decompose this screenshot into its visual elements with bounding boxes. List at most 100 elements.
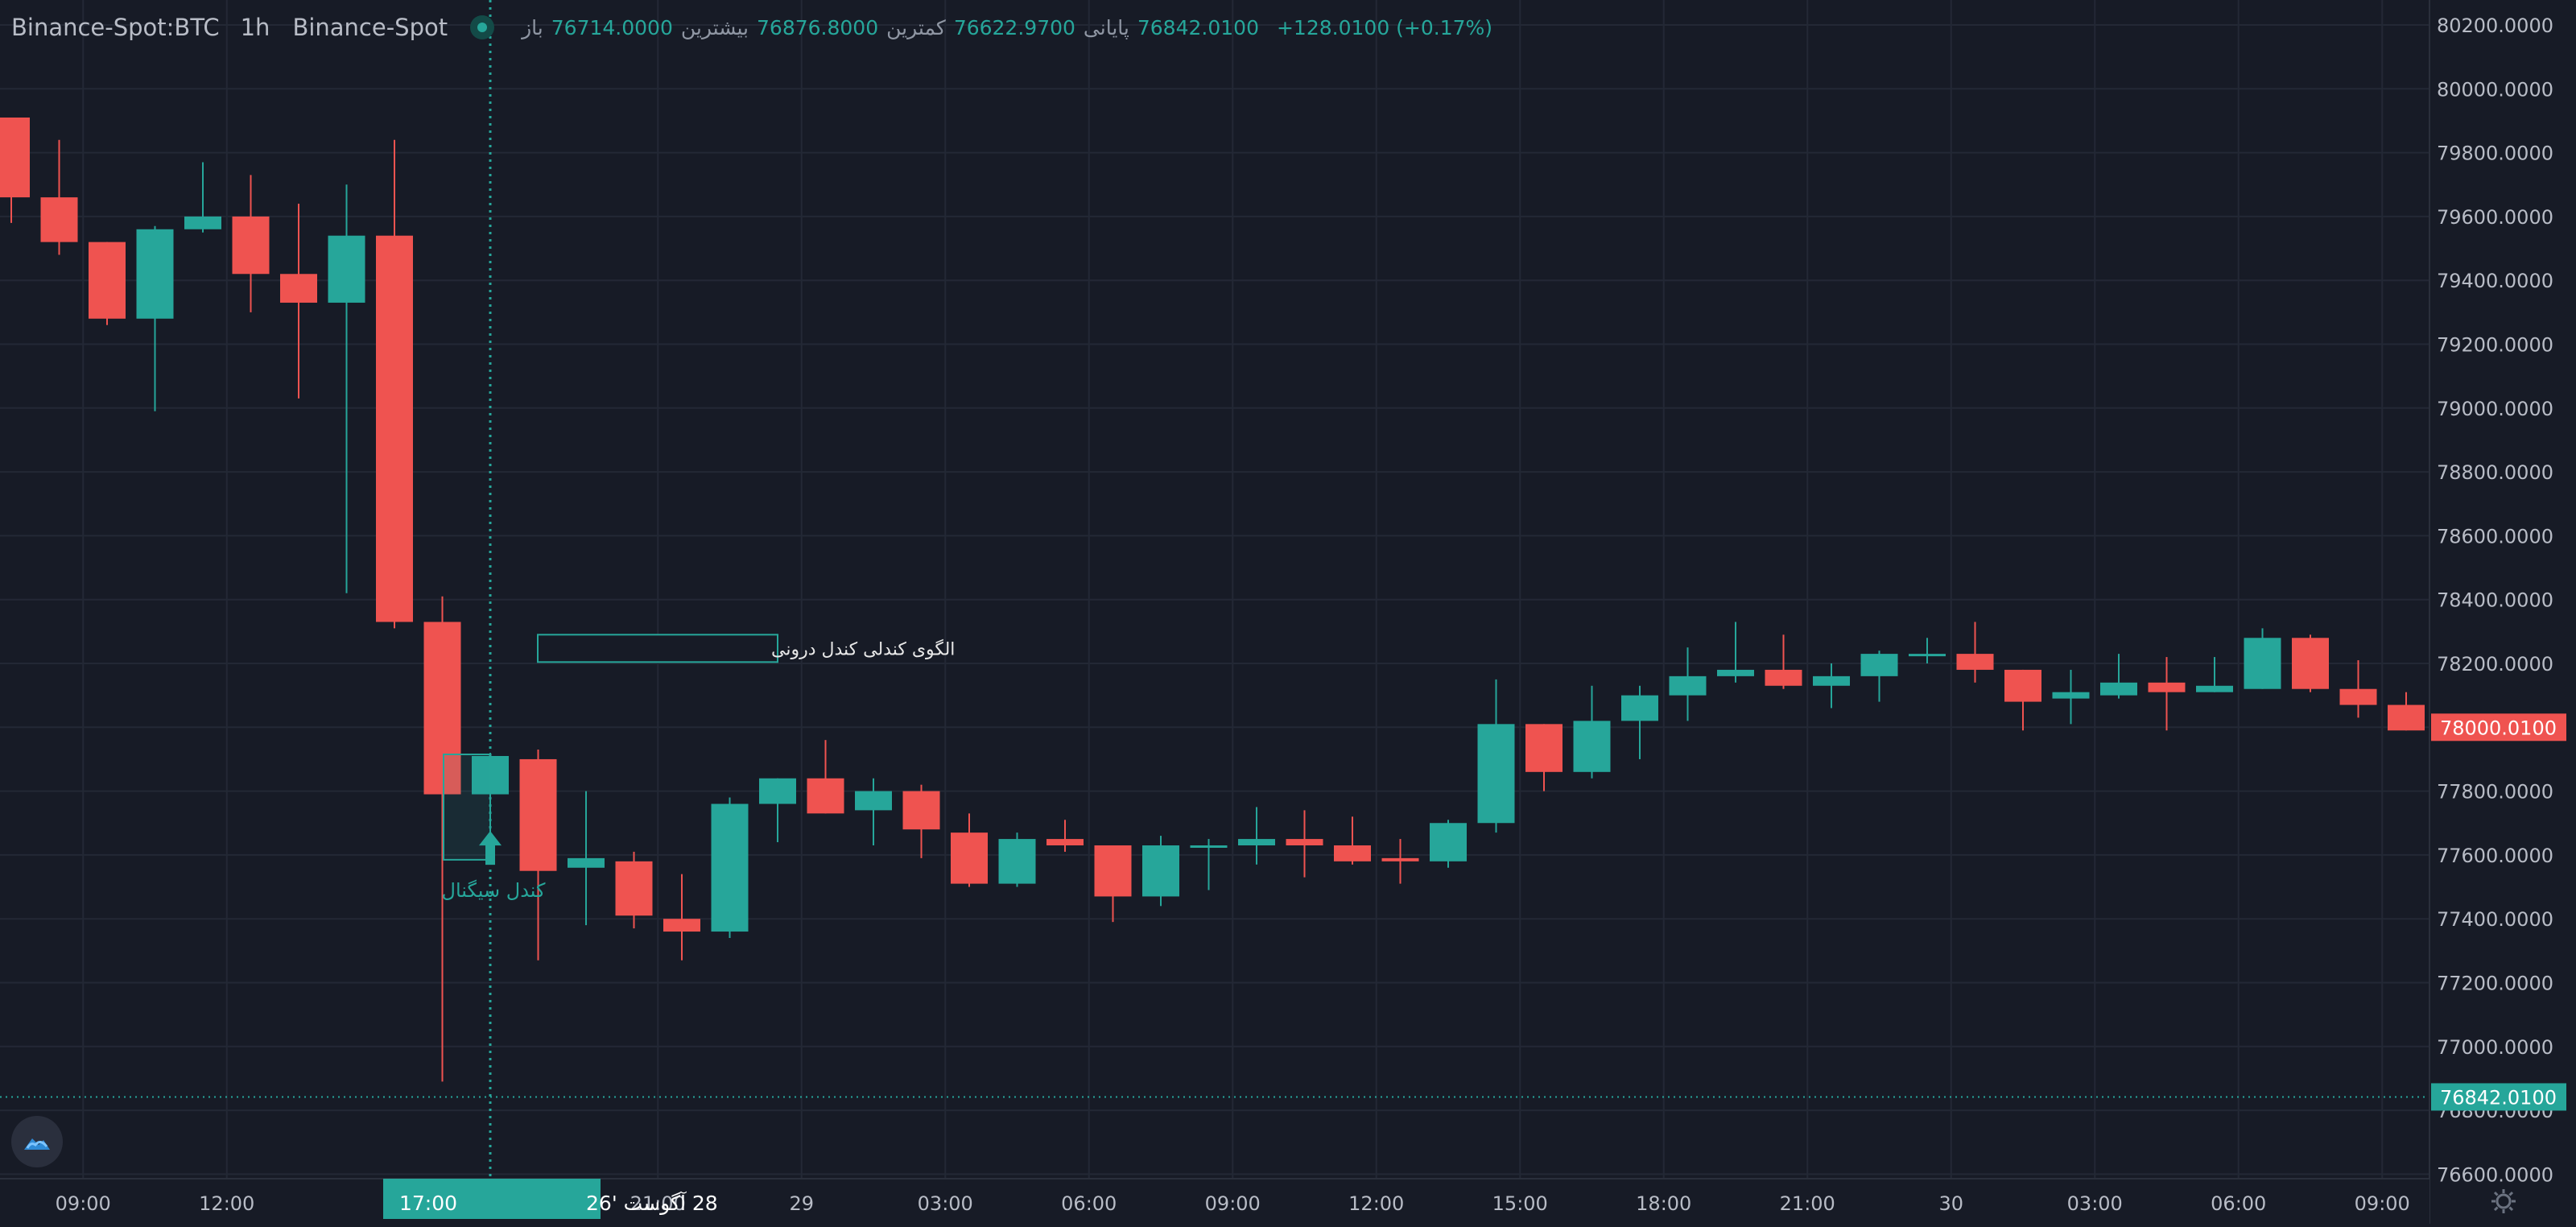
candle[interactable]: [2100, 682, 2137, 696]
candle[interactable]: [663, 919, 700, 932]
candle[interactable]: [2148, 682, 2186, 692]
price-tick-label: 79400.0000: [2437, 270, 2553, 292]
price-tick-label: 78200.0000: [2437, 653, 2553, 675]
pattern-label-box: [537, 634, 778, 663]
candle[interactable]: [2052, 692, 2090, 699]
time-tick-label: 06:00: [1061, 1192, 1117, 1215]
market-status-icon: [470, 15, 495, 39]
price-tick-label: 78400.0000: [2437, 589, 2553, 612]
candle[interactable]: [855, 791, 892, 811]
time-tick-label: 29: [789, 1192, 814, 1215]
symbol-label[interactable]: Binance-Spot:BTC: [11, 14, 220, 41]
candle[interactable]: [328, 235, 365, 303]
candle[interactable]: [1573, 721, 1611, 772]
candle[interactable]: [1286, 839, 1323, 846]
candle[interactable]: [711, 804, 749, 932]
candle[interactable]: [902, 791, 940, 830]
candle[interactable]: [2196, 685, 2233, 692]
time-tick-label: 18:00: [1636, 1192, 1691, 1215]
candle[interactable]: [40, 197, 78, 242]
price-tick-label: 76600.0000: [2437, 1163, 2553, 1186]
time-tick-label: 15:00: [1492, 1192, 1548, 1215]
candle[interactable]: [1765, 669, 1802, 686]
candle[interactable]: [423, 622, 461, 795]
candle[interactable]: [232, 216, 270, 275]
open-label: باز: [522, 15, 543, 39]
candle[interactable]: [376, 235, 413, 622]
candle[interactable]: [1525, 724, 1563, 772]
time-tick-label: 03:00: [2067, 1192, 2123, 1215]
candle[interactable]: [2004, 669, 2041, 702]
candle[interactable]: [951, 832, 988, 884]
candle[interactable]: [1669, 675, 1707, 696]
low-value: 76622.9700: [953, 15, 1075, 39]
candle[interactable]: [184, 216, 221, 229]
candle[interactable]: [615, 861, 653, 916]
candle[interactable]: [1477, 724, 1515, 824]
candle[interactable]: [998, 839, 1036, 884]
marker-price-tag: [2431, 1083, 2566, 1111]
candle[interactable]: [568, 857, 605, 868]
candle[interactable]: [1430, 823, 1467, 861]
candle[interactable]: [1909, 654, 1946, 657]
candle[interactable]: [1046, 839, 1084, 846]
last-price-tag: [2431, 713, 2566, 742]
price-tick-label: 77000.0000: [2437, 1036, 2553, 1059]
candle[interactable]: [1813, 675, 1850, 686]
price-tick-label: 78800.0000: [2437, 461, 2553, 484]
candle[interactable]: [1190, 845, 1228, 849]
candle[interactable]: [1621, 695, 1658, 721]
candle[interactable]: [0, 117, 30, 198]
price-tick-label: 80200.0000: [2437, 14, 2553, 37]
candle[interactable]: [1717, 669, 1754, 676]
candle[interactable]: [2339, 688, 2377, 705]
candle[interactable]: [1142, 845, 1179, 897]
price-tick-label: 77600.0000: [2437, 845, 2553, 867]
price-tick-label: 77800.0000: [2437, 781, 2553, 804]
time-tick-label: 09:00: [56, 1192, 111, 1215]
candle[interactable]: [2292, 638, 2329, 689]
timeframe-label[interactable]: 1h: [240, 14, 270, 41]
change-value: +128.0100 (+0.17%): [1276, 15, 1493, 39]
price-tick-label: 77400.0000: [2437, 908, 2553, 931]
price-tick-label: 79200.0000: [2437, 334, 2553, 357]
candle[interactable]: [1956, 654, 1994, 670]
time-tick-label: 03:00: [918, 1192, 973, 1215]
time-tick-label: 09:00: [2355, 1192, 2410, 1215]
close-label: پایانی: [1083, 15, 1129, 39]
high-value: 76876.8000: [757, 15, 879, 39]
candle[interactable]: [1860, 654, 1898, 676]
crosshair-time-tag: [383, 1179, 601, 1219]
last-price-label: 78000.0100: [2440, 717, 2557, 739]
candle[interactable]: [759, 778, 796, 804]
time-tick-label: 09:00: [1205, 1192, 1261, 1215]
price-tick-label: 79600.0000: [2437, 206, 2553, 229]
candle[interactable]: [2244, 638, 2281, 689]
price-tick-label: 78600.0000: [2437, 525, 2553, 547]
open-value: 76714.0000: [551, 15, 673, 39]
price-tick-label: 79000.0000: [2437, 398, 2553, 420]
gear-icon[interactable]: [2489, 1187, 2518, 1216]
low-label: کمترین: [886, 15, 946, 39]
candle[interactable]: [89, 242, 126, 319]
price-tick-label: 80000.0000: [2437, 78, 2553, 101]
time-tick-label: 12:00: [1348, 1192, 1404, 1215]
candle[interactable]: [519, 758, 557, 871]
exchange-label: Binance-Spot: [292, 14, 448, 41]
candle[interactable]: [1381, 857, 1419, 861]
time-tick-label: 21:00: [630, 1192, 686, 1215]
candle[interactable]: [280, 274, 317, 303]
candle[interactable]: [2388, 704, 2425, 731]
cloud-logo-icon[interactable]: [11, 1116, 63, 1167]
candle[interactable]: [1094, 845, 1132, 897]
price-tick-label: 77200.0000: [2437, 973, 2553, 995]
signal-arrow-icon: [479, 831, 502, 866]
high-label: بیشترین: [680, 15, 749, 39]
candle[interactable]: [1334, 845, 1371, 861]
candle[interactable]: [807, 778, 844, 814]
candle[interactable]: [136, 229, 174, 319]
pattern-label: الگوی کندلی کندل درونی: [771, 638, 955, 659]
candle[interactable]: [1238, 839, 1275, 846]
